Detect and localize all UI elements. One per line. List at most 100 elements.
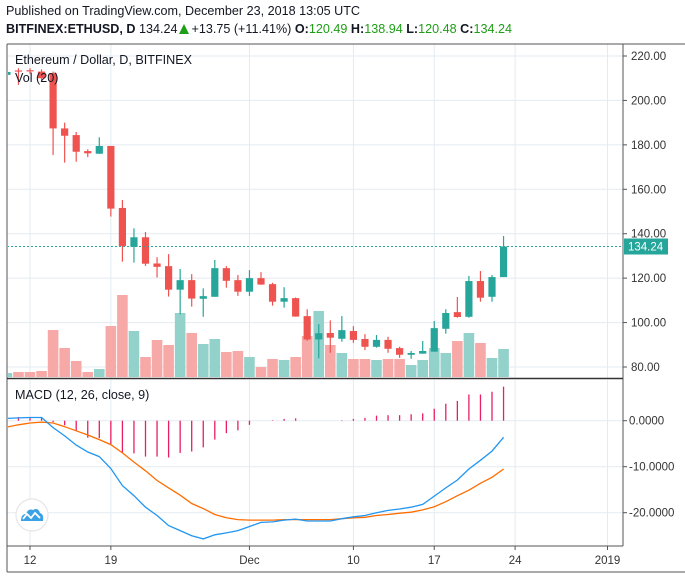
candle bbox=[199, 288, 207, 317]
volume-bar bbox=[8, 373, 13, 377]
signal-line bbox=[8, 421, 504, 521]
volume-bar bbox=[197, 344, 209, 377]
volume-bar bbox=[105, 326, 117, 377]
time-tick-label: Dec bbox=[239, 555, 260, 567]
candle bbox=[95, 137, 103, 154]
candle-body bbox=[141, 237, 150, 264]
volume-bar bbox=[94, 369, 105, 377]
macd-legend[interactable]: MACD (12, 26, close, 9) bbox=[15, 388, 150, 402]
time-tick-label: 24 bbox=[509, 555, 522, 567]
candle-body bbox=[95, 145, 103, 154]
candle-body bbox=[407, 353, 415, 355]
volume-bar bbox=[440, 353, 452, 377]
candle bbox=[222, 266, 230, 288]
last-price-badge bbox=[624, 238, 668, 255]
grid-lines bbox=[7, 44, 623, 546]
candle-body bbox=[361, 339, 369, 347]
volume-bar bbox=[486, 358, 498, 377]
volume-bar bbox=[267, 359, 278, 377]
candle bbox=[14, 68, 23, 85]
candle bbox=[280, 287, 288, 308]
candle-body bbox=[165, 266, 173, 290]
candlestick-series bbox=[8, 68, 623, 359]
candle bbox=[107, 145, 115, 217]
candle bbox=[61, 122, 69, 163]
volume-bar bbox=[417, 360, 428, 377]
volume-bar bbox=[290, 357, 301, 377]
price-tick-label: 220.00 bbox=[631, 51, 666, 63]
candle bbox=[292, 297, 300, 317]
candle-body bbox=[384, 339, 392, 349]
candle-body bbox=[72, 135, 80, 152]
candle-body bbox=[84, 151, 92, 154]
price-tick-label: 120.00 bbox=[631, 273, 666, 285]
candle bbox=[488, 275, 496, 302]
candle bbox=[476, 271, 485, 302]
candle-body bbox=[245, 278, 254, 292]
time-tick-label: 17 bbox=[428, 555, 441, 567]
volume-bar bbox=[348, 359, 359, 377]
candle-body bbox=[465, 281, 473, 317]
published-caption: Published on TradingView.com, December 2… bbox=[6, 4, 360, 18]
time-tick-label: 12 bbox=[24, 555, 37, 567]
candle-body bbox=[419, 351, 427, 354]
candle-body bbox=[292, 298, 300, 317]
candle-body bbox=[234, 280, 242, 292]
candle-body bbox=[268, 284, 277, 302]
close-value: 134.24 bbox=[473, 22, 512, 36]
candle-body bbox=[315, 333, 323, 340]
volume-bar bbox=[382, 359, 394, 377]
volume-bar bbox=[117, 295, 128, 377]
candle bbox=[257, 272, 265, 285]
volume-bar bbox=[24, 372, 36, 377]
macd-tick-label: -20.0000 bbox=[629, 508, 674, 520]
candle-body bbox=[338, 330, 346, 339]
candle-body bbox=[442, 313, 450, 329]
last-price-badge-label: 134.24 bbox=[628, 242, 664, 254]
candle-body bbox=[453, 312, 461, 318]
volume-bar bbox=[13, 372, 24, 377]
price-tick-label: 80.00 bbox=[631, 362, 660, 374]
last-price: 134.24 bbox=[138, 22, 178, 36]
volume-bar bbox=[151, 340, 163, 377]
volume-bar bbox=[336, 353, 348, 377]
volume-legend[interactable]: Vol (20) bbox=[15, 71, 59, 85]
candle bbox=[118, 199, 126, 262]
tradingview-logo-icon[interactable] bbox=[15, 498, 49, 532]
candle-body bbox=[326, 333, 334, 338]
price-tick-label: 140.00 bbox=[631, 229, 666, 241]
volume-bar bbox=[498, 349, 509, 377]
candle bbox=[419, 341, 427, 354]
volume-bars bbox=[8, 295, 509, 377]
candle-body bbox=[476, 281, 485, 298]
symbol-name[interactable]: BITFINEX:ETHUSD, D bbox=[6, 22, 136, 36]
price-tick-label: 160.00 bbox=[631, 184, 666, 196]
volume-bar bbox=[371, 360, 382, 377]
candle-body bbox=[37, 71, 46, 79]
macd-tick-label: 0.0000 bbox=[629, 416, 664, 428]
open-label: O: bbox=[294, 22, 309, 36]
symbol-quote-line: BITFINEX:ETHUSD, D 134.24 +13.75 (+11.41%… bbox=[6, 22, 512, 36]
candle-body bbox=[211, 268, 219, 297]
candle-body bbox=[61, 128, 69, 136]
candle-body bbox=[130, 237, 138, 247]
volume-bar bbox=[325, 345, 336, 377]
macd-line bbox=[8, 416, 505, 540]
candle bbox=[349, 326, 357, 343]
candle bbox=[26, 68, 34, 74]
volume-bar bbox=[36, 371, 47, 377]
volume-bar bbox=[59, 348, 70, 377]
candle bbox=[165, 254, 173, 297]
main-legend[interactable]: Ethereum / Dollar, D, BITFINEX bbox=[15, 53, 193, 67]
volume-bar bbox=[394, 359, 405, 377]
candle bbox=[465, 275, 473, 318]
price-change: +13.75 (+11.41%) bbox=[191, 22, 292, 36]
candle bbox=[361, 334, 369, 351]
open-value: 120.49 bbox=[308, 22, 348, 36]
candle-body bbox=[499, 246, 508, 278]
volume-bar bbox=[278, 360, 290, 377]
volume-bar bbox=[47, 330, 59, 377]
candle bbox=[396, 346, 404, 358]
candle bbox=[153, 257, 161, 278]
